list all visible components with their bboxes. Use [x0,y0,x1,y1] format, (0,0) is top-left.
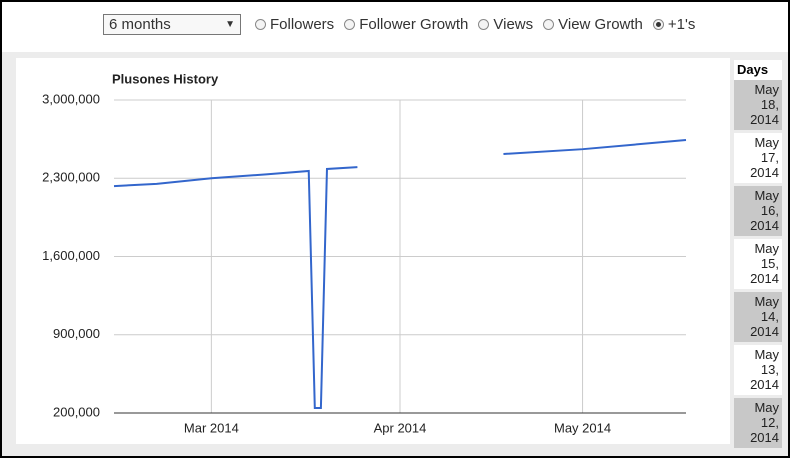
y-tick-label: 900,000 [53,326,100,341]
y-tick-label: 3,000,000 [42,91,100,106]
cell-text: May 12, 2014 [750,400,779,445]
days-table: Days May 18, 2014 May 17, 2014 May 16, 201… [734,60,782,451]
range-select-value: 6 months [109,16,171,33]
table-header: Days [734,60,782,80]
cell-text: May 14, 2014 [750,294,779,339]
y-tick-label: 2,300,000 [42,170,100,185]
toolbar: 6 months ▼ Followers Follower Growth Views V… [103,14,695,35]
radio-option[interactable]: +1's [652,16,696,33]
x-tick-label: Mar 2014 [184,420,239,435]
cell-text: May 17, 2014 [750,135,779,180]
y-tick-label: 200,000 [53,404,100,419]
table-cell: May 12, 2014 [734,398,782,448]
chart-title: Plusones History [112,71,219,86]
radio-button [652,19,664,30]
radio-option[interactable]: Views [478,16,533,33]
radio-label: +1's [667,16,696,33]
table-cell: May 18, 2014 [734,80,782,130]
radio-button [543,19,555,30]
x-tick-label: May 2014 [554,420,611,435]
chart: Plusones History 200,000 900,000 1,600,000… [16,58,730,444]
radio-option[interactable]: Followers [255,16,334,33]
cell-text: May 13, 2014 [750,347,779,392]
table-cell: May 15, 2014 [734,239,782,289]
radio-label: Views [493,16,534,33]
radio-label: Followers [270,16,335,33]
line-series [113,139,687,409]
cell-text: May 15, 2014 [750,241,779,286]
table-cell: May 14, 2014 [734,292,782,342]
table-cell: May 17, 2014 [734,133,782,183]
table-cell: May 13, 2014 [734,345,782,395]
x-tick-label: Apr 2014 [374,420,427,435]
radio-label: View Growth [558,16,643,33]
radio-label: Follower Growth [359,16,469,33]
cell-text: May 18, 2014 [750,82,779,127]
cell-text: May 16, 2014 [750,188,779,233]
y-tick-label: 1,600,000 [42,248,100,263]
table-cell: May 16, 2014 [734,186,782,236]
radio-button [478,19,490,30]
radio-button [255,19,266,30]
radio-option[interactable]: Follower Growth [344,16,468,33]
chart-panel [16,58,730,444]
radio-option[interactable]: View Growth [543,16,643,33]
dropdown-arrow: ▼ [225,19,235,30]
radio-button [344,19,356,30]
range-select[interactable]: 6 months ▼ [103,14,241,35]
